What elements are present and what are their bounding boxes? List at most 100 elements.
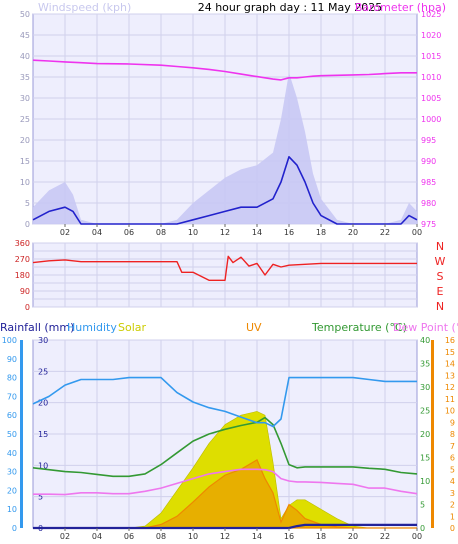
wind-tick-label: 35 [20, 73, 30, 82]
rain-tick-label: 15 [38, 430, 48, 439]
rain-tick-label: 5 [38, 493, 43, 502]
rain-tick-label: 20 [38, 399, 48, 408]
humidity-tick-label: 60 [7, 411, 17, 420]
wind-tick-label: 15 [20, 157, 30, 166]
dewpoint-line [33, 468, 418, 496]
temp-tick-label: 0 [420, 524, 425, 533]
x-tick-label: 06 [124, 228, 134, 237]
dir-tick-label: 360 [15, 239, 30, 248]
temp-tick-label: 35 [420, 360, 430, 369]
gust-area [33, 72, 417, 224]
rain-tick-label: 10 [38, 461, 48, 470]
x-tick-label: 20 [348, 228, 358, 237]
uv-tick-label: 9 [450, 418, 455, 427]
x-tick-label: 08 [156, 532, 166, 541]
solar-axis-label: Solar [118, 321, 147, 334]
x-tick-label: 04 [92, 532, 102, 541]
humidity-tick-label: 100 [2, 336, 17, 345]
dir-tick-label: 180 [15, 271, 30, 280]
baro-axis-label: Barometer (hpa) [355, 1, 446, 14]
uv-axis-label: UV [246, 321, 262, 334]
barometer-line [32, 59, 417, 81]
chart-title: 24 hour graph day : 11 May 2025 [198, 1, 383, 14]
baro-tick-label: 980 [421, 199, 436, 208]
uv-tick-label: 11 [445, 395, 455, 404]
uv-tick-label: 2 [450, 501, 455, 510]
uv-tick-label: 7 [450, 442, 455, 451]
wind-tick-label: 40 [20, 52, 30, 61]
x-tick-label: 18 [316, 228, 326, 237]
uv-tick-label: 14 [445, 360, 455, 369]
rain-tick-label: 30 [38, 336, 48, 345]
dewpoint-axis-label: Dew Point (°C) [393, 321, 458, 334]
wind-axis-label: Windspeed (kph) [38, 1, 131, 14]
rainfall-line [33, 523, 417, 530]
humidity-tick-label: 70 [7, 392, 17, 401]
humidity-line [32, 376, 417, 428]
uv-tick-label: 1 [450, 512, 455, 521]
x-tick-label: 22 [380, 228, 390, 237]
x-tick-label: 04 [92, 228, 102, 237]
baro-tick-label: 1015 [421, 52, 441, 61]
humidity-tick-label: 50 [7, 430, 17, 439]
humidity-tick-label: 0 [12, 524, 17, 533]
humidity-tick-label: 80 [7, 374, 17, 383]
uv-tick-label: 8 [450, 430, 455, 439]
x-tick-label: 16 [284, 532, 294, 541]
compass-label: W [435, 255, 446, 268]
wind-tick-label: 30 [20, 94, 30, 103]
x-tick-label: 14 [252, 228, 262, 237]
uv-tick-label: 12 [445, 383, 455, 392]
humidity-tick-label: 10 [7, 505, 17, 514]
uv-tick-label: 0 [450, 524, 455, 533]
wind-tick-label: 20 [20, 136, 30, 145]
wind-tick-label: 45 [20, 31, 30, 40]
baro-tick-label: 975 [421, 220, 436, 229]
temp-tick-label: 10 [420, 477, 430, 486]
wind-tick-label: 25 [20, 115, 30, 124]
uv-tick-label: 3 [450, 489, 455, 498]
dir-tick-label: 270 [15, 255, 30, 264]
temperature-axis-label: Temperature (°C) [311, 321, 407, 334]
humidity-tick-label: 30 [7, 468, 17, 477]
baro-tick-label: 990 [421, 157, 436, 166]
uv-tick-label: 6 [450, 454, 455, 463]
temperature-humidity-panel: 0510152025300102030405060708090100051015… [2, 336, 455, 541]
x-tick-label: 18 [316, 532, 326, 541]
temp-tick-label: 5 [420, 501, 425, 510]
humidity-tick-label: 40 [7, 449, 17, 458]
baro-tick-label: 985 [421, 178, 436, 187]
wind-direction-line [32, 255, 417, 281]
compass-label: N [436, 300, 444, 313]
baro-tick-label: 1005 [421, 94, 441, 103]
x-tick-label: 20 [348, 532, 358, 541]
x-tick-label: 00 [412, 532, 422, 541]
x-tick-label: 10 [188, 532, 198, 541]
uv-tick-label: 10 [445, 407, 455, 416]
baro-tick-label: 1025 [421, 10, 441, 19]
x-tick-label: 12 [220, 532, 230, 541]
x-tick-label: 14 [252, 532, 262, 541]
rainfall-axis-label: Rainfall (mm) [0, 321, 74, 334]
x-tick-label: 16 [284, 228, 294, 237]
temp-tick-label: 30 [420, 383, 430, 392]
compass-label: E [437, 285, 444, 298]
x-tick-label: 08 [156, 228, 166, 237]
x-tick-label: 12 [220, 228, 230, 237]
x-tick-label: 02 [60, 532, 70, 541]
baro-tick-label: 1000 [421, 115, 441, 124]
uv-tick-label: 13 [445, 371, 455, 380]
x-tick-label: 10 [188, 228, 198, 237]
x-tick-label: 02 [60, 228, 70, 237]
windspeed-line [32, 156, 418, 225]
dir-tick-label: 0 [25, 303, 30, 312]
uv-tick-label: 4 [450, 477, 455, 486]
x-tick-label: 06 [124, 532, 134, 541]
uv-tick-label: 5 [450, 465, 455, 474]
wind-tick-label: 10 [20, 178, 30, 187]
uv-scale-bar [431, 340, 434, 528]
wind-pressure-panel: 0510152025303540455097598098599099510001… [20, 10, 442, 237]
humidity-tick-label: 90 [7, 355, 17, 364]
